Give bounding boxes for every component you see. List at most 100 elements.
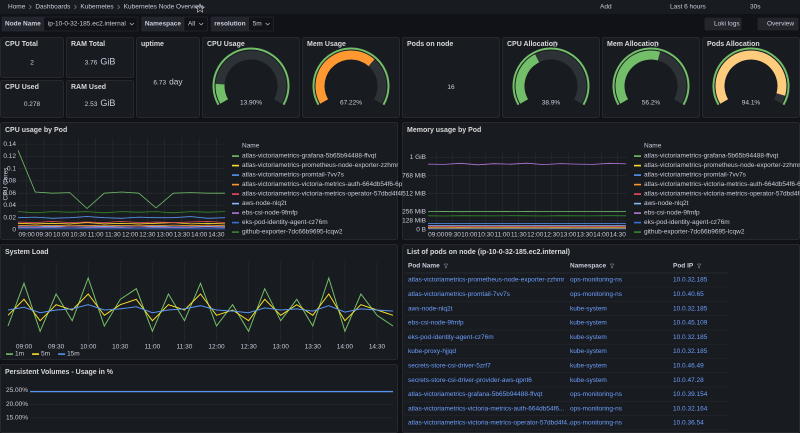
- legend-entry[interactable]: eks-pod-identity-agent-cz76m: [242, 219, 328, 226]
- table-cell[interactable]: atlas-victoriametrics-victoria-metrics-a…: [408, 405, 565, 412]
- table-cell[interactable]: eks-pod-identity-agent-cz76m: [408, 334, 494, 341]
- legend-entry[interactable]: 15m: [67, 351, 80, 358]
- legend-entry[interactable]: atlas-victoriametrics-victoria-metrics-a…: [644, 181, 800, 188]
- table-cell[interactable]: ops-monitoring-ns: [570, 291, 623, 298]
- table-header[interactable]: Pod IP: [673, 263, 694, 270]
- legend-entry[interactable]: github-exporter-7dc66b9695-lcqw2: [242, 229, 343, 236]
- variable-select[interactable]: [248, 16, 274, 32]
- stat-title: uptime: [141, 41, 164, 48]
- legend-entry[interactable]: 5m: [41, 351, 50, 358]
- breadcrumb[interactable]: Dashboards: [35, 4, 71, 11]
- legend-entry[interactable]: atlas-victoriametrics-grafana-5b65b94488…: [242, 153, 376, 160]
- filter-icon[interactable]: [696, 263, 702, 269]
- legend-entry[interactable]: aws-node-nlq2t: [644, 200, 689, 207]
- table-cell[interactable]: 10.0.45.109: [673, 320, 708, 327]
- table-cell[interactable]: kube-proxy-hjjqd: [408, 348, 456, 355]
- refresh-interval[interactable]: 30s: [750, 4, 761, 11]
- breadcrumb[interactable]: Kubernetes: [80, 4, 114, 11]
- variable-select[interactable]: [43, 16, 139, 32]
- x-tick-label: 11:30: [511, 232, 527, 239]
- legend-entry[interactable]: 1m: [15, 351, 24, 358]
- legend-title: Name: [242, 143, 260, 150]
- gauge-threshold-ring: [312, 47, 390, 106]
- legend-entry[interactable]: atlas-victoriametrics-prometheus-node-ex…: [644, 162, 800, 169]
- filter-icon[interactable]: [443, 263, 449, 269]
- legend-entry[interactable]: atlas-victoriametrics-victoria-metrics-o…: [242, 191, 422, 198]
- panel: [66, 37, 134, 79]
- table-cell[interactable]: kube-system: [570, 348, 607, 355]
- y-tick-label: 15.00%: [6, 415, 28, 422]
- filter-icon[interactable]: [609, 263, 615, 269]
- table-cell[interactable]: 10.0.39.154: [673, 391, 708, 398]
- table-cell[interactable]: aws-node-nlq2t: [408, 305, 453, 312]
- legend-entry[interactable]: atlas-victoriametrics-promtail-7vv7s: [242, 172, 345, 179]
- table-cell[interactable]: 10.0.36.54: [673, 420, 704, 427]
- legend-entry[interactable]: github-exporter-7dc66b9695-lcqw2: [644, 229, 745, 236]
- table-cell[interactable]: kube-system: [570, 305, 607, 312]
- table-cell[interactable]: 10.0.32.164: [673, 405, 708, 412]
- table-cell[interactable]: 10.0.32.185: [673, 334, 708, 341]
- table-cell[interactable]: secrets-store-csi-driver-provider-aws-qp…: [408, 377, 532, 384]
- link-button[interactable]: [704, 17, 742, 31]
- table-cell[interactable]: atlas-victoriametrics-prometheus-node-ex…: [408, 277, 565, 284]
- table-cell[interactable]: ops-monitoring-ns: [570, 277, 623, 284]
- breadcrumb[interactable]: Home: [8, 4, 26, 11]
- y-tick-label: 768 MiB: [402, 172, 426, 179]
- legend-entry[interactable]: aws-node-nlq2t: [242, 200, 287, 207]
- legend-entry[interactable]: ebs-csi-node-9fmfp: [242, 210, 298, 217]
- variable-value[interactable]: 5m: [253, 21, 262, 28]
- table-cell[interactable]: 10.0.46.49: [673, 363, 704, 370]
- table-cell[interactable]: ebs-csi-node-9fmfp: [408, 320, 464, 327]
- table-header[interactable]: Namespace: [570, 263, 607, 270]
- series-line: [17, 224, 226, 227]
- gauge-value: 56.2%: [642, 100, 661, 107]
- table-cell[interactable]: 10.0.47.28: [673, 377, 704, 384]
- breadcrumb-separator: [29, 4, 32, 10]
- x-tick-label: 09:00: [428, 232, 445, 239]
- variable-label: resolution: [214, 21, 245, 28]
- legend-entry[interactable]: ebs-csi-node-9fmfp: [644, 210, 700, 217]
- time-range[interactable]: Last 6 hours: [670, 4, 707, 11]
- legend-swatch: [634, 202, 641, 205]
- legend-entry[interactable]: atlas-victoriametrics-grafana-5b65b94488…: [644, 153, 778, 160]
- table-cell[interactable]: 10.0.32.185: [673, 277, 708, 284]
- variable-value[interactable]: ip-10-0-32-185.ec2.internal: [48, 21, 127, 28]
- legend-swatch: [634, 193, 641, 195]
- link-button[interactable]: [757, 17, 799, 31]
- table-cell[interactable]: ops-monitoring-ns: [570, 420, 623, 427]
- star-icon[interactable]: [194, 3, 206, 13]
- table-cell[interactable]: kube-system: [570, 363, 607, 370]
- gauge-value: 13.90%: [240, 100, 262, 107]
- add-button[interactable]: Add: [600, 4, 612, 11]
- table-cell[interactable]: ops-monitoring-ns: [570, 405, 623, 412]
- table-header[interactable]: Pod Name: [408, 263, 440, 270]
- legend-swatch: [58, 353, 66, 355]
- table-cell[interactable]: kube-system: [570, 377, 607, 384]
- legend-entry[interactable]: eks-pod-identity-agent-cz76m: [644, 219, 730, 226]
- variable-select[interactable]: [183, 16, 208, 32]
- table-cell[interactable]: secrets-store-csi-driver-5zrf7: [408, 363, 491, 370]
- legend-swatch: [634, 231, 641, 233]
- gauge-threshold-ring: [712, 47, 790, 106]
- table-cell[interactable]: atlas-victoriametrics-victoria-metrics-o…: [408, 420, 573, 427]
- variable-value[interactable]: All: [188, 21, 196, 28]
- y-tick-label: 0.04: [3, 202, 16, 209]
- table-cell[interactable]: kube-system: [570, 320, 607, 327]
- table-cell[interactable]: ops-monitoring-ns: [570, 391, 623, 398]
- legend-entry[interactable]: atlas-victoriametrics-victoria-metrics-o…: [644, 191, 800, 198]
- y-tick-label: 0.08: [3, 178, 16, 185]
- series-line: [427, 162, 627, 166]
- table-cell[interactable]: 10.0.32.185: [673, 305, 708, 312]
- link-button-label[interactable]: Overview: [767, 21, 794, 28]
- table-cell[interactable]: atlas-victoriametrics-promtail-7vv7s: [408, 291, 511, 298]
- table-cell[interactable]: atlas-victoriametrics-grafana-5b65b94488…: [408, 391, 542, 398]
- table-cell[interactable]: 10.0.40.65: [673, 291, 704, 298]
- table-cell[interactable]: 10.0.32.185: [673, 348, 708, 355]
- legend-entry[interactable]: atlas-victoriametrics-promtail-7vv7s: [644, 172, 747, 179]
- table-cell[interactable]: kube-system: [570, 334, 607, 341]
- y-tick-label: 512 MiB: [402, 190, 426, 197]
- legend-entry[interactable]: atlas-victoriametrics-prometheus-node-ex…: [242, 162, 399, 169]
- gauge-value-arc: [215, 83, 229, 104]
- link-button-label[interactable]: Loki logs: [714, 21, 740, 28]
- legend-entry[interactable]: atlas-victoriametrics-victoria-metrics-a…: [242, 181, 410, 188]
